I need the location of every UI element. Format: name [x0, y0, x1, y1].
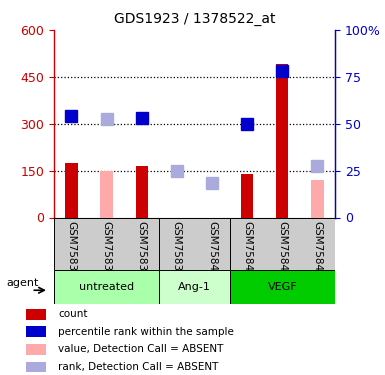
FancyBboxPatch shape: [159, 270, 229, 304]
Bar: [241, 174, 253, 217]
FancyBboxPatch shape: [54, 270, 159, 304]
Bar: [26, 326, 46, 337]
Bar: [100, 171, 113, 217]
Bar: [136, 166, 148, 218]
Text: GSM75833: GSM75833: [67, 221, 77, 278]
Text: GSM75845: GSM75845: [242, 221, 252, 278]
Text: untreated: untreated: [79, 282, 134, 292]
Text: Ang-1: Ang-1: [178, 282, 211, 292]
Bar: [26, 362, 46, 372]
Text: GSM75841: GSM75841: [207, 221, 217, 278]
Text: rank, Detection Call = ABSENT: rank, Detection Call = ABSENT: [58, 362, 219, 372]
FancyBboxPatch shape: [54, 217, 335, 270]
Text: value, Detection Call = ABSENT: value, Detection Call = ABSENT: [58, 344, 224, 354]
Bar: [311, 180, 323, 218]
Text: GSM75839: GSM75839: [172, 221, 182, 278]
Text: GSM75849: GSM75849: [312, 221, 322, 278]
Title: GDS1923 / 1378522_at: GDS1923 / 1378522_at: [114, 12, 275, 26]
Bar: [26, 309, 46, 320]
Bar: [65, 163, 78, 218]
Text: GSM75835: GSM75835: [102, 221, 112, 278]
Text: agent: agent: [6, 279, 39, 288]
Text: VEGF: VEGF: [268, 282, 297, 292]
Text: percentile rank within the sample: percentile rank within the sample: [58, 327, 234, 337]
Text: GSM75837: GSM75837: [137, 221, 147, 278]
FancyBboxPatch shape: [229, 270, 335, 304]
Text: count: count: [58, 309, 88, 319]
Text: GSM75847: GSM75847: [277, 221, 287, 278]
Bar: [26, 344, 46, 355]
Bar: [276, 64, 288, 218]
